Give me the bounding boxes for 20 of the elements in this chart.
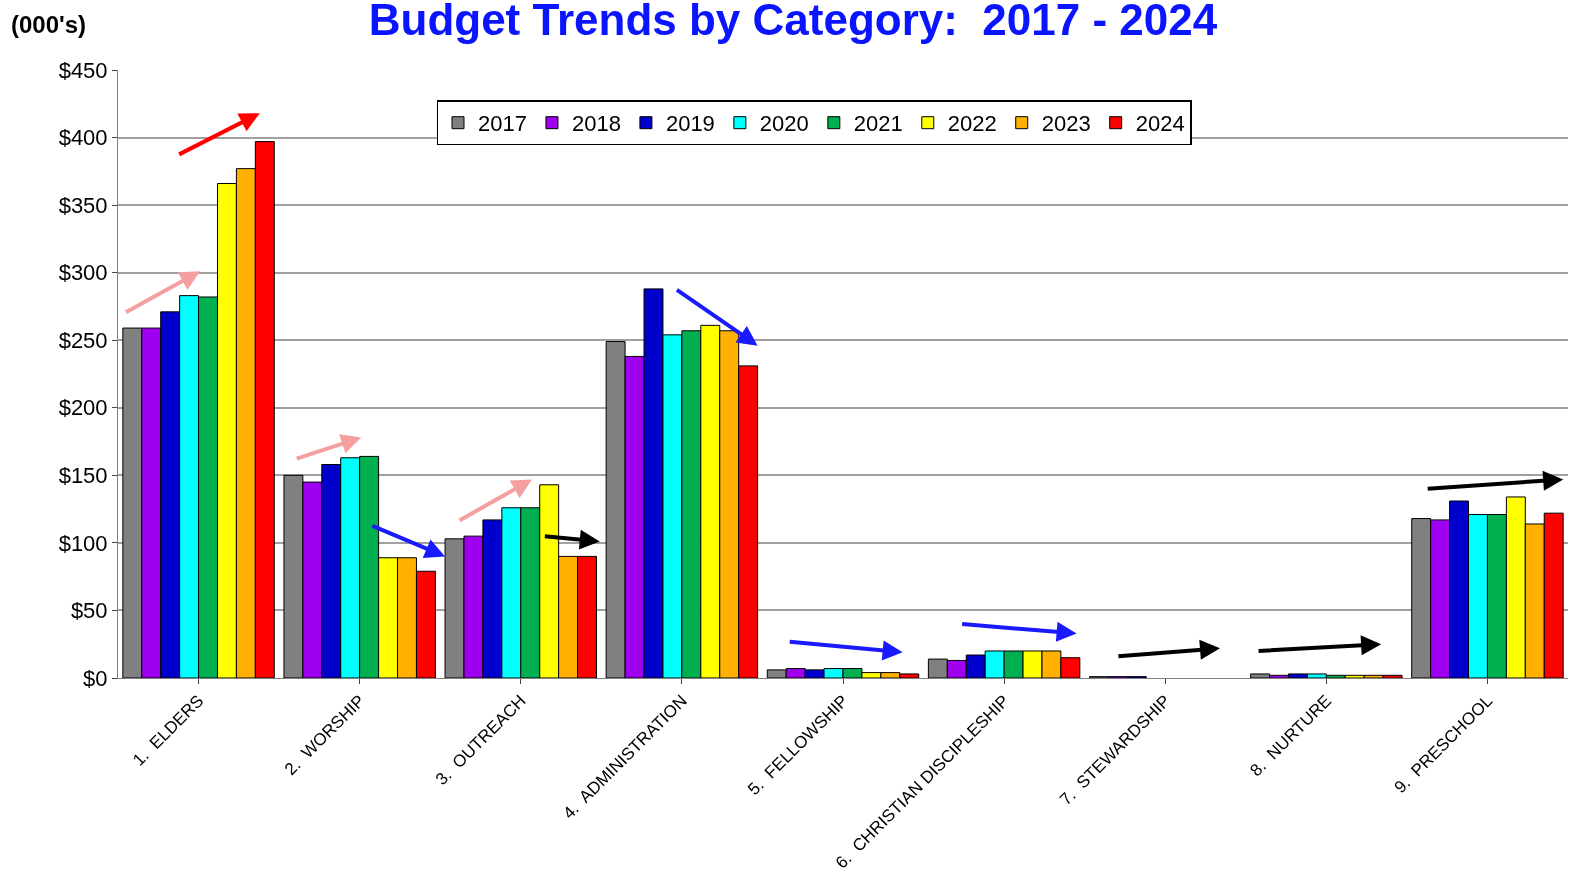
legend-label: 2017 <box>478 111 527 137</box>
y-tick-label: $350 <box>58 192 108 218</box>
y-tick-label: $400 <box>58 125 108 151</box>
y-tick-label: $200 <box>58 395 108 421</box>
y-tick-label: $250 <box>58 327 108 353</box>
legend-label: 2018 <box>571 111 621 137</box>
chart-title: Budget Trends by Category: 2017 - 2024 <box>368 0 1218 45</box>
y-tick-label: $450 <box>58 57 108 83</box>
legend-label: 2019 <box>665 111 715 137</box>
legend-label: 2024 <box>1135 111 1185 137</box>
legend-label: 2022 <box>947 111 997 137</box>
y-tick-label: $100 <box>58 530 108 556</box>
y-tick-label: $150 <box>58 463 108 489</box>
legend-label: 2020 <box>759 111 809 137</box>
y-tick-label: $50 <box>70 598 108 624</box>
legend-label: 2021 <box>853 111 903 137</box>
y-axis-title: (000's) <box>11 11 87 38</box>
legend-label: 2023 <box>1041 111 1091 137</box>
y-tick-label: $300 <box>58 260 108 286</box>
y-tick-label: $0 <box>83 665 108 691</box>
